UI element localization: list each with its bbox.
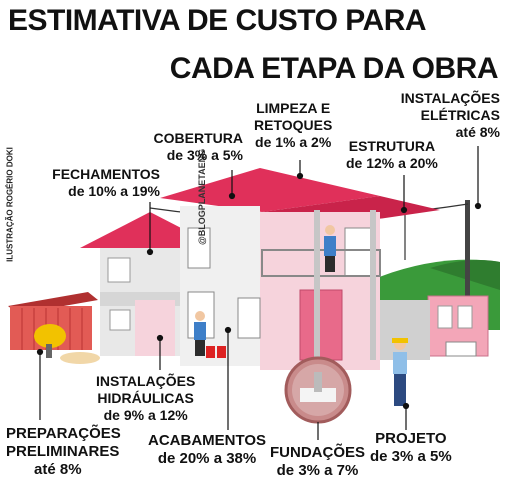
cement-mixer [34, 324, 66, 348]
label-fechamentos: FECHAMENTOS de 10% a 19% [52, 166, 160, 199]
main-roof [160, 168, 380, 212]
paint-cans [206, 346, 226, 358]
page-title-line1: ESTIMATIVA DE CUSTO PARA [8, 4, 427, 37]
worker-painter [194, 311, 206, 356]
worker-balcony [324, 225, 336, 272]
illustration-credit: ILUSTRAÇÃO ROGÉRIO DOKI [5, 147, 15, 262]
label-instalacoes-eletricas: INSTALAÇÕES ELÉTRICAS até 8% [400, 90, 500, 140]
label-limpeza-retoques: LIMPEZA E RETOQUES de 1% a 2% [254, 100, 333, 150]
page-title-line2: CADA ETAPA DA OBRA [169, 52, 499, 85]
label-acabamentos: ACABAMENTOS de 20% a 38% [148, 432, 267, 467]
utility-pole [465, 200, 470, 310]
label-cobertura: COBERTURA de 3% a 5% [153, 130, 243, 163]
label-estrutura: ESTRUTURA de 12% a 20% [346, 138, 438, 171]
leader-lines [36, 146, 482, 440]
window [107, 257, 131, 283]
column [314, 210, 320, 380]
label-fundacoes: FUNDAÇÕES de 3% a 7% [270, 444, 366, 479]
label-preparacoes-preliminares: PREPARAÇÕES PRELIMINARES até 8% [6, 425, 121, 478]
label-projeto: PROJETO de 3% a 5% [370, 430, 452, 465]
label-instalacoes-hidraulicas: INSTALAÇÕES HIDRÁULICAS de 9% a 12% [96, 373, 196, 423]
balcony-rail [261, 249, 381, 277]
worker-engineer [392, 338, 408, 406]
sand-pile [60, 352, 100, 364]
front-door [299, 289, 343, 361]
